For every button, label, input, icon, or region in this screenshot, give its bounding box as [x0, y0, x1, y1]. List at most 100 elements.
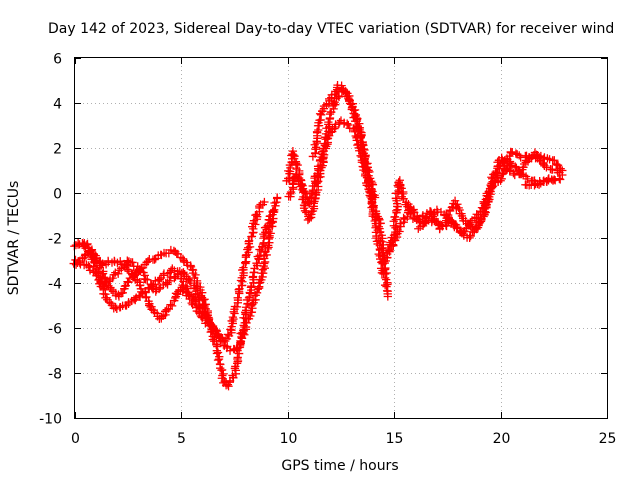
data-point-marker [170, 266, 179, 275]
data-point-marker [170, 274, 179, 283]
y-tick-label: -4 [48, 277, 62, 293]
x-tick-label: 20 [493, 431, 511, 447]
data-point-marker [343, 119, 352, 128]
data-point-marker [232, 302, 242, 312]
data-point-marker [173, 270, 182, 280]
data-point-marker [555, 174, 564, 183]
data-point-marker [214, 354, 224, 364]
data-point-marker [363, 163, 372, 172]
data-point-marker [388, 240, 398, 249]
data-point-marker [390, 212, 400, 221]
data-point-marker [207, 322, 216, 331]
data-point-marker [75, 240, 84, 249]
data-point-marker [421, 213, 431, 222]
data-point-marker [306, 189, 316, 198]
data-point-marker [403, 212, 412, 222]
data-point-marker [464, 221, 474, 230]
y-tick-label: -8 [48, 367, 62, 383]
data-point-marker [90, 258, 100, 268]
data-point-marker [442, 210, 451, 219]
data-point-marker [240, 318, 249, 328]
data-point-marker [368, 180, 378, 189]
data-point-marker [545, 155, 554, 164]
data-point-marker [124, 278, 133, 287]
data-point-marker [266, 211, 275, 221]
data-point-marker [466, 231, 475, 241]
data-point-marker [85, 248, 95, 257]
y-tick-label: -10 [39, 412, 62, 428]
data-point-marker [233, 293, 242, 302]
data-point-marker [178, 280, 187, 290]
data-point-marker [191, 270, 200, 280]
data-point-marker [200, 295, 209, 304]
series-track-d [73, 238, 214, 324]
data-point-marker [165, 276, 174, 285]
data-point-marker [379, 269, 388, 279]
series-track-k [521, 175, 556, 190]
data-point-marker [223, 330, 233, 339]
data-point-marker [361, 151, 370, 160]
data-point-marker [324, 117, 333, 127]
data-point-marker [385, 245, 394, 254]
data-point-marker [116, 264, 126, 273]
y-tick-label: 0 [53, 187, 62, 203]
data-point-marker [264, 234, 273, 244]
data-point-marker [292, 170, 301, 179]
data-point-marker [453, 200, 462, 209]
data-point-marker [167, 301, 177, 311]
data-point-marker [358, 144, 367, 154]
axis-ticks [75, 58, 608, 419]
data-point-marker [556, 175, 565, 184]
chart-title: Day 142 of 2023, Sidereal Day-to-day VTE… [48, 21, 614, 37]
data-point-marker [85, 263, 94, 272]
data-point-marker [508, 148, 517, 157]
data-point-marker [104, 277, 114, 286]
data-point-marker [558, 170, 567, 180]
data-point-marker [187, 298, 196, 308]
data-point-marker [519, 163, 528, 172]
data-point-marker [298, 185, 307, 194]
data-point-marker [343, 91, 352, 101]
data-point-marker [243, 299, 252, 308]
data-point-marker [239, 263, 248, 272]
data-point-marker [240, 258, 250, 267]
data-point-marker [98, 259, 107, 268]
data-point-marker [225, 346, 235, 355]
data-point-marker [179, 277, 188, 286]
data-point-marker [548, 165, 557, 174]
data-point-marker [397, 184, 406, 193]
data-point-marker [245, 242, 255, 251]
data-point-marker [511, 162, 520, 171]
data-point-marker [383, 292, 392, 301]
data-point-marker [213, 348, 223, 357]
data-point-marker [316, 110, 326, 119]
y-axis-title: SDTVAR / TECUs [6, 181, 22, 296]
data-point-marker [377, 268, 387, 277]
data-markers [69, 80, 567, 391]
x-tick-label: 0 [71, 431, 80, 447]
data-point-marker [264, 215, 273, 224]
x-tick-label: 5 [177, 431, 186, 447]
plot-frame [74, 57, 608, 419]
data-point-marker [166, 300, 175, 309]
data-point-marker [381, 256, 390, 266]
data-point-marker [350, 117, 360, 126]
data-point-marker [256, 246, 266, 256]
y-tick-label: -6 [48, 322, 62, 338]
data-point-marker [150, 255, 159, 264]
data-point-marker [255, 201, 264, 211]
data-point-marker [123, 256, 132, 265]
data-point-marker [273, 193, 282, 202]
data-point-marker [124, 298, 133, 307]
y-tick-label: -2 [48, 232, 62, 248]
data-point-marker [433, 217, 443, 227]
data-point-marker [382, 275, 391, 284]
grid-lines [75, 58, 607, 418]
x-axis-title: GPS time / hours [281, 458, 398, 474]
data-point-marker [196, 312, 206, 321]
data-point-marker [497, 174, 506, 183]
data-point-marker [154, 284, 164, 294]
data-point-marker [289, 150, 298, 160]
data-point-marker [430, 216, 439, 225]
